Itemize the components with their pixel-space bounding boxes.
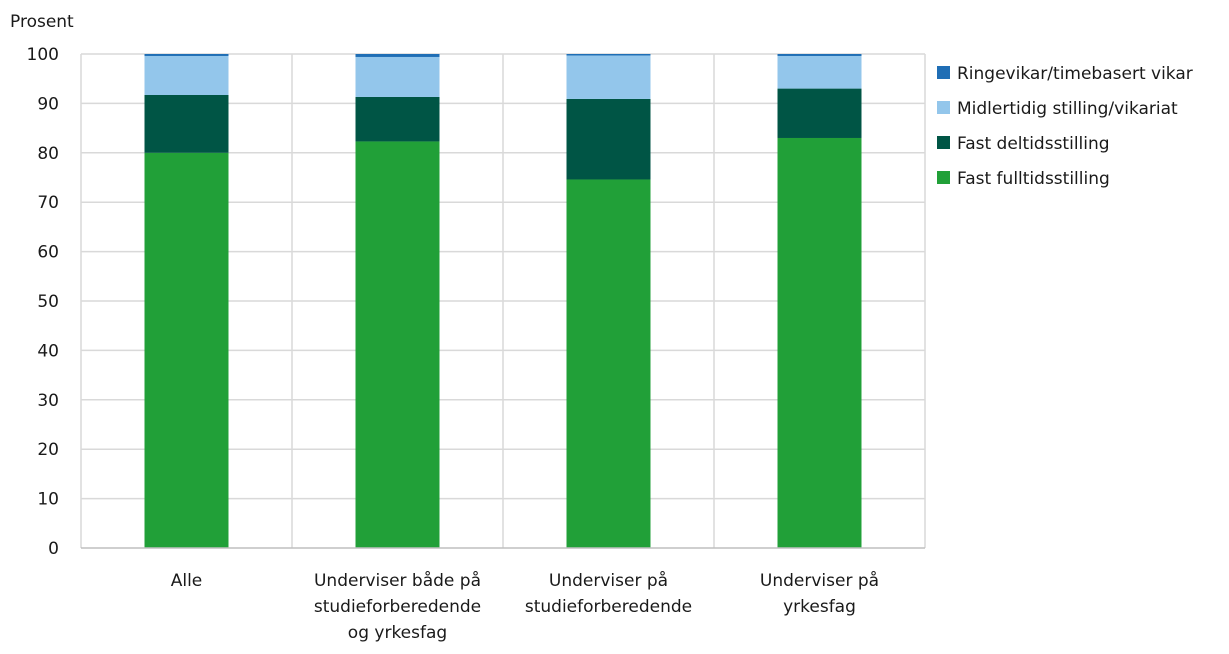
legend: Ringevikar/timebasert vikar Midlertidig s…: [937, 64, 1193, 189]
bar-segment: [144, 95, 229, 153]
y-tick-label: 10: [37, 490, 59, 510]
bar-segment: [777, 137, 862, 549]
bar-segment: [355, 56, 440, 97]
bar-segment: [777, 54, 862, 56]
x-tick-label: Underviser på yrkesfag: [760, 570, 879, 617]
x-tick-label: Alle: [171, 571, 203, 591]
bar-segment: [144, 152, 229, 549]
legend-swatch: [937, 171, 950, 184]
x-tick-label: Underviser på studieforberedende: [525, 570, 692, 617]
bar-segment: [777, 55, 862, 89]
bar-segment: [355, 96, 440, 142]
y-tick-label: 90: [37, 94, 59, 114]
bar-segment: [566, 55, 651, 99]
y-tick-label: 0: [48, 539, 59, 559]
bar-segment: [355, 141, 440, 549]
y-tick-label: 70: [37, 193, 59, 213]
legend-swatch: [937, 101, 950, 114]
y-tick-label: 50: [37, 292, 59, 312]
y-tick-label: 40: [37, 341, 59, 361]
bar-segment: [144, 54, 229, 56]
bar-segment: [566, 179, 651, 548]
y-tick-label: 60: [37, 243, 59, 263]
y-tick-labels: 0 10 20 30 40 50 60 70 80 90 100: [27, 45, 59, 559]
legend-swatch: [937, 136, 950, 149]
legend-label: Midlertidig stilling/vikariat: [957, 99, 1178, 119]
legend-swatch: [937, 66, 950, 79]
legend-label: Fast fulltidsstilling: [957, 169, 1110, 189]
legend-label: Ringevikar/timebasert vikar: [957, 64, 1193, 84]
bar-segment: [355, 54, 440, 57]
y-axis-title: Prosent: [10, 12, 74, 32]
x-tick-labels: Alle Underviser både på studieforberedende…: [171, 570, 879, 643]
bar-segment: [566, 54, 651, 56]
y-tick-label: 80: [37, 144, 59, 164]
bars: [144, 54, 862, 549]
y-tick-label: 30: [37, 391, 59, 411]
y-tick-label: 100: [27, 45, 59, 65]
bar-segment: [566, 98, 651, 180]
bar-segment: [777, 88, 862, 138]
bar-segment: [144, 55, 229, 96]
x-tick-label: Underviser både på studieforberedende og y…: [314, 570, 481, 643]
y-tick-label: 20: [37, 440, 59, 460]
legend-label: Fast deltidsstilling: [957, 134, 1110, 154]
